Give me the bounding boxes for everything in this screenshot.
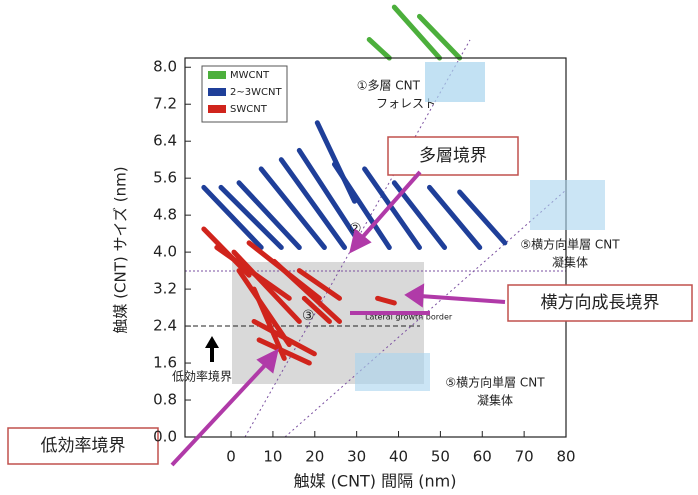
annotation: ⑤横方向単層 CNT [520, 237, 620, 252]
x-tick-label: 60 [473, 448, 492, 466]
legend: MWCNT 2~3WCNT SWCNT [202, 66, 287, 122]
annotation: 横方向成長境界 [541, 293, 660, 313]
chart: MWCNT 2~3WCNT SWCNT 触媒 (CNT) サイズ (nm) 触媒 (… [0, 0, 698, 495]
y-tick-label: 0.8 [153, 391, 177, 409]
annotation: 凝集体 [477, 393, 513, 408]
legend-label: SWCNT [230, 104, 268, 115]
x-tick-label: 0 [226, 448, 236, 466]
x-tick-label: 10 [263, 448, 282, 466]
y-tick-label: 4.0 [153, 243, 177, 261]
legend-swatch [208, 88, 226, 96]
annotation: 多層境界 [419, 146, 487, 166]
y-tick-label: 8.0 [153, 58, 177, 76]
y-tick-label: 1.6 [153, 354, 177, 372]
y-tick-label: 3.2 [153, 280, 177, 298]
forest-icon [425, 62, 485, 102]
y-tick-label: 2.4 [153, 317, 177, 335]
annotation: 低効率境界 [172, 369, 232, 384]
y-tick-label: 4.8 [153, 206, 177, 224]
aggregate-icon [355, 353, 430, 391]
arrow [205, 336, 219, 348]
segment [369, 40, 389, 58]
annotation: ⑤横方向単層 CNT [445, 375, 545, 390]
y-tick-label: 5.6 [153, 169, 177, 187]
legend-swatch [208, 105, 226, 113]
x-tick-label: 20 [305, 448, 324, 466]
x-tick-label: 80 [556, 448, 575, 466]
legend-swatch [208, 71, 226, 79]
y-axis-label: 触媒 (CNT) サイズ (nm) [112, 166, 130, 333]
y-tick-label: 0.0 [153, 428, 177, 446]
x-tick-label: 70 [515, 448, 534, 466]
x-tick-label: 50 [431, 448, 450, 466]
y-tick-label: 6.4 [153, 132, 177, 150]
x-tick-label: 40 [389, 448, 408, 466]
arrow [210, 348, 214, 362]
x-tick-label: 30 [347, 448, 366, 466]
aggregate-icon [530, 180, 605, 230]
legend-label: MWCNT [230, 70, 270, 81]
annotation: ①多層 CNT [357, 79, 421, 93]
y-tick-label: 7.2 [153, 95, 177, 113]
segment [419, 16, 459, 58]
annotation: 凝集体 [552, 255, 588, 270]
annotation: ③ [302, 308, 315, 324]
annotation: 低効率境界 [41, 436, 126, 456]
legend-label: 2~3WCNT [230, 87, 282, 98]
x-axis-label: 触媒 (CNT) 間隔 (nm) [294, 472, 457, 491]
